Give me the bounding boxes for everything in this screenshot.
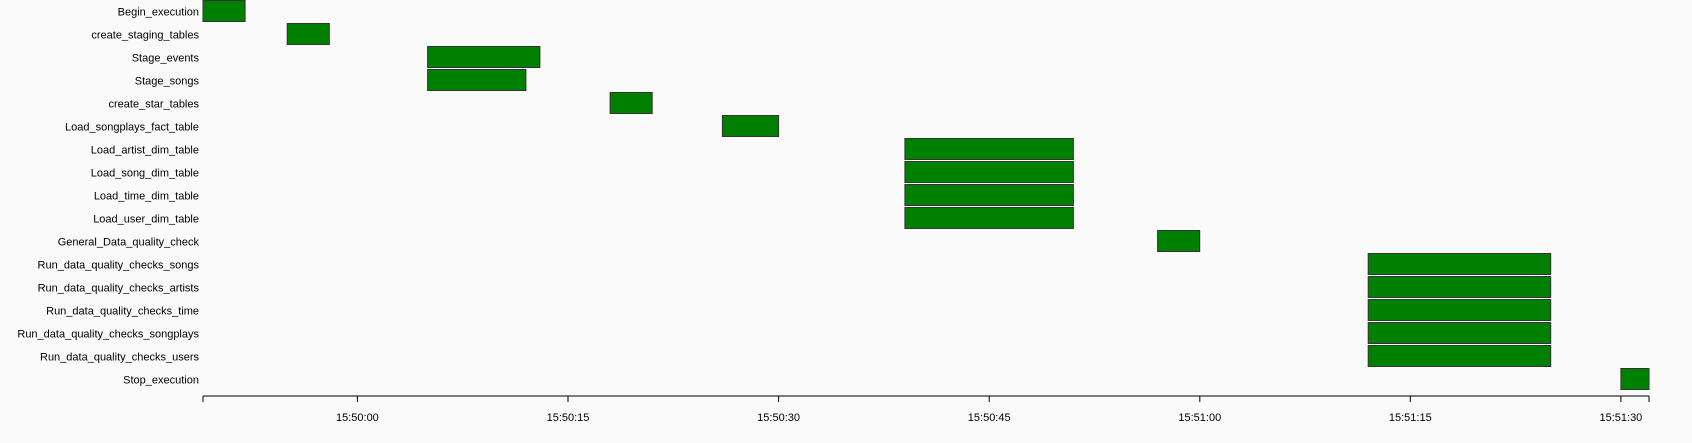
task-bar-Load_songplays_fact_table[interactable] — [721, 115, 780, 137]
task-bar-Run_data_quality_checks_songs[interactable] — [1367, 253, 1552, 275]
task-bar-Begin_execution[interactable] — [202, 0, 246, 22]
time-axis: 15:50:00 15:50:15 15:50:30 15:50:45 15:51:00… — [202, 395, 1650, 424]
task-labels: Begin_execution create_staging_tables Stag… — [17, 7, 199, 387]
task-label-Run_data_quality_checks_users: Run_data_quality_checks_users — [40, 352, 199, 364]
task-label-Stop_execution: Stop_execution — [123, 375, 199, 387]
task-bar-create_star_tables[interactable] — [609, 92, 653, 114]
task-label-Stage_songs: Stage_songs — [135, 76, 200, 88]
task-bar-Run_data_quality_checks_users[interactable] — [1367, 345, 1552, 367]
task-label-Load_time_dim_table: Load_time_dim_table — [94, 191, 199, 203]
x-tick-label-15:51:15: 15:51:15 — [1389, 412, 1432, 424]
task-label-Load_user_dim_table: Load_user_dim_table — [93, 214, 199, 226]
task-label-Run_data_quality_checks_songs: Run_data_quality_checks_songs — [38, 260, 200, 272]
task-label-Stage_events: Stage_events — [132, 53, 200, 65]
x-tick-label-15:50:15: 15:50:15 — [547, 412, 590, 424]
task-bar-General_Data_quality_check[interactable] — [1157, 230, 1201, 252]
task-bar-Stage_songs[interactable] — [427, 69, 527, 91]
task-bar-Load_artist_dim_table[interactable] — [904, 138, 1074, 160]
task-bar-Run_data_quality_checks_time[interactable] — [1367, 299, 1552, 321]
task-bar-Load_song_dim_table[interactable] — [904, 161, 1074, 183]
task-bar-Stop_execution[interactable] — [1620, 368, 1650, 390]
task-bar-Stage_events[interactable] — [427, 46, 541, 68]
task-label-Load_artist_dim_table: Load_artist_dim_table — [91, 145, 199, 157]
task-label-create_staging_tables: create_staging_tables — [91, 30, 199, 42]
task-bar-Run_data_quality_checks_artists[interactable] — [1367, 276, 1552, 298]
task-bar-Load_time_dim_table[interactable] — [904, 184, 1074, 206]
task-label-General_Data_quality_check: General_Data_quality_check — [58, 237, 200, 249]
task-bar-create_staging_tables[interactable] — [286, 23, 330, 45]
task-label-Begin_execution: Begin_execution — [118, 7, 199, 19]
x-tick-label-15:51:00: 15:51:00 — [1178, 412, 1221, 424]
task-bar-Run_data_quality_checks_songplays[interactable] — [1367, 322, 1552, 344]
task-bars — [202, 0, 1650, 390]
task-bar-Load_user_dim_table[interactable] — [904, 207, 1074, 229]
task-label-Load_songplays_fact_table: Load_songplays_fact_table — [65, 122, 199, 134]
x-tick-label-15:50:00: 15:50:00 — [336, 412, 379, 424]
x-tick-label-15:51:30: 15:51:30 — [1599, 412, 1642, 424]
task-label-create_star_tables: create_star_tables — [109, 99, 200, 111]
task-label-Run_data_quality_checks_songplays: Run_data_quality_checks_songplays — [17, 329, 199, 341]
x-tick-label-15:50:45: 15:50:45 — [968, 412, 1011, 424]
x-tick-label-15:50:30: 15:50:30 — [757, 412, 800, 424]
task-label-Load_song_dim_table: Load_song_dim_table — [91, 168, 199, 180]
task-label-Run_data_quality_checks_time: Run_data_quality_checks_time — [46, 306, 199, 318]
task-label-Run_data_quality_checks_artists: Run_data_quality_checks_artists — [38, 283, 200, 295]
